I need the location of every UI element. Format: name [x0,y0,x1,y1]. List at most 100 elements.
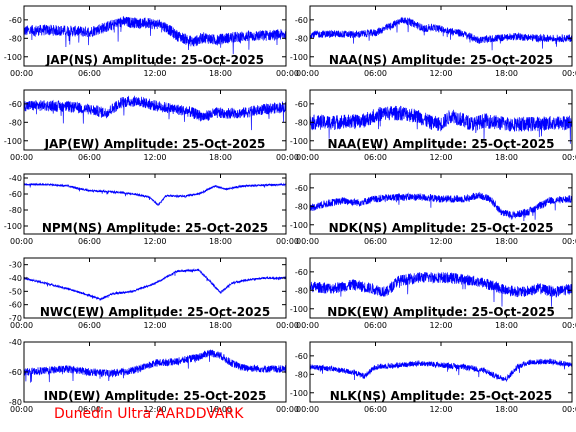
panel-title: JAP(NS) Amplitude: 25-Oct-2025 [45,53,264,67]
y-tick-label: -50 [9,287,22,296]
panel-title: NDK(NS) Amplitude: 25-Oct-2025 [329,221,554,235]
y-tick-label: -100 [290,305,308,314]
trace-line [23,95,287,131]
x-tick-label: 18:00 [495,153,518,162]
panel-7: -70 -60 -50 -40 -30 00:00 06:00 12:00 18:00 00:00… [9,257,299,330]
trace-line [309,358,573,383]
trace-line [23,349,287,383]
trace-line [23,15,287,55]
x-tick-label: 06:00 [78,321,101,330]
x-tick-label: 18:00 [495,237,518,246]
x-tick-label: 18:00 [209,69,232,78]
x-tick-label: 12:00 [143,321,166,330]
x-tick-label: 18:00 [209,405,232,414]
panel-title: NAA(EW) Amplitude: 25-Oct-2025 [328,137,555,151]
y-tick-label: -60 [9,16,22,25]
y-tick-label: -30 [9,261,22,270]
x-tick-label: 00:00 [562,153,576,162]
y-tick-label: -40 [9,274,22,283]
panel-title: NWC(EW) Amplitude: 25-Oct-2025 [40,305,270,319]
x-tick-label: 06:00 [364,321,387,330]
x-tick-label: 00:00 [296,321,319,330]
y-tick-label: -80 [9,118,22,127]
x-tick-label: 18:00 [495,321,518,330]
y-tick-label: -100 [290,137,308,146]
y-tick-label: -60 [295,268,308,277]
y-tick-label: -80 [295,370,308,379]
x-tick-label: 12:00 [143,153,166,162]
x-tick-label: 00:00 [10,237,33,246]
trace-line [23,182,287,206]
panel-title: NAA(NS) Amplitude: 25-Oct-2025 [329,53,553,67]
x-tick-label: 06:00 [364,237,387,246]
y-tick-label: -80 [9,34,22,43]
trace-line [309,272,573,307]
y-tick-label: -100 [4,53,22,62]
y-tick-label: -80 [9,206,22,215]
panel-title: NDK(EW) Amplitude: 25-Oct-2025 [327,305,555,319]
trace-line [309,105,573,144]
y-tick-label: -100 [290,221,308,230]
x-tick-label: 00:00 [296,153,319,162]
x-tick-label: 18:00 [209,153,232,162]
panel-2: -100 -80 -60 00:00 06:00 12:00 18:00 00:00 NAA(N… [290,5,576,78]
x-tick-label: 00:00 [562,405,576,414]
panel-3: -100 -80 -60 00:00 06:00 12:00 18:00 00:00 JAP(E… [4,89,299,162]
y-tick-label: -80 [295,202,308,211]
y-tick-label: -100 [290,53,308,62]
trace-line [309,16,573,51]
x-tick-label: 06:00 [364,153,387,162]
x-tick-label: 12:00 [143,405,166,414]
x-tick-label: 00:00 [10,153,33,162]
y-tick-label: -80 [295,118,308,127]
x-tick-label: 00:00 [276,321,299,330]
x-tick-label: 00:00 [276,153,299,162]
panel-title: IND(EW) Amplitude: 25-Oct-2025 [44,389,267,403]
y-tick-label: -60 [9,190,22,199]
x-tick-label: 06:00 [78,153,101,162]
x-tick-label: 12:00 [143,69,166,78]
x-tick-label: 12:00 [429,237,452,246]
y-tick-label: -100 [4,222,22,231]
y-tick-label: -60 [295,184,308,193]
y-tick-label: -100 [4,137,22,146]
trace-line [309,191,573,222]
x-tick-label: 00:00 [10,405,33,414]
panel-title: NPM(NS) Amplitude: 25-Oct-2025 [42,221,268,235]
x-tick-label: 00:00 [562,321,576,330]
x-tick-label: 06:00 [364,405,387,414]
y-tick-label: -70 [9,314,22,323]
x-tick-label: 00:00 [276,405,299,414]
x-tick-label: 00:00 [276,69,299,78]
x-tick-label: 06:00 [78,237,101,246]
x-tick-label: 12:00 [429,321,452,330]
y-tick-label: -40 [9,338,22,347]
x-tick-label: 06:00 [78,69,101,78]
y-tick-label: -80 [295,286,308,295]
trace-line [23,267,287,301]
x-tick-label: 00:00 [296,405,319,414]
y-tick-label: -60 [9,301,22,310]
x-tick-label: 18:00 [495,405,518,414]
panel-5: -100 -80 -60 -40 00:00 06:00 12:00 18:00 00:00 NP… [4,173,299,246]
x-tick-label: 12:00 [429,69,452,78]
x-tick-label: 00:00 [562,237,576,246]
y-tick-label: -60 [9,100,22,109]
x-tick-label: 18:00 [209,237,232,246]
x-tick-label: 00:00 [10,321,33,330]
x-tick-label: 00:00 [10,69,33,78]
x-tick-label: 18:00 [209,321,232,330]
x-tick-label: 12:00 [429,405,452,414]
x-tick-label: 00:00 [276,237,299,246]
x-tick-label: 00:00 [296,69,319,78]
panel-4: -100 -80 -60 00:00 06:00 12:00 18:00 00:00 NAA(E… [290,89,576,162]
panel-title: NLK(NS) Amplitude: 25-Oct-2025 [330,389,553,403]
x-tick-label: 12:00 [143,237,166,246]
y-tick-label: -60 [295,352,308,361]
panel-10: -100 -80 -60 00:00 06:00 12:00 18:00 00:00 NLK(N… [290,341,576,414]
panel-6: -100 -80 -60 00:00 06:00 12:00 18:00 00:00 NDK(N… [290,173,576,246]
y-tick-label: -80 [9,398,22,407]
panel-9: -80 -60 -40 00:00 06:00 12:00 18:00 00:00 IND(EW… [9,338,299,414]
footer-label: Dunedin Ultra AARDDVARK [54,406,244,422]
